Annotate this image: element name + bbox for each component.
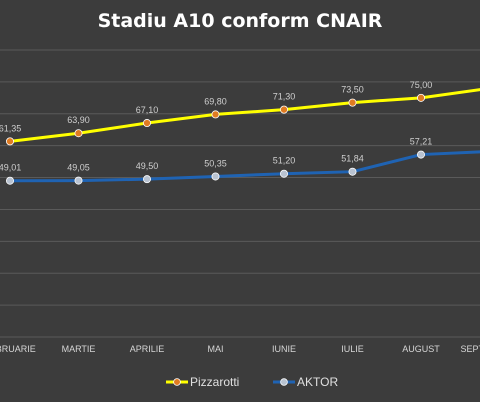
legend-item-1: AKTOR (273, 375, 338, 389)
data-point (6, 137, 14, 146)
x-tick-label: IULIE (341, 344, 364, 354)
data-label: 49,01 (0, 163, 21, 173)
x-tick-label: MAI (207, 344, 223, 354)
x-tick-label: MARTIE (62, 344, 96, 354)
data-label: 63,90 (67, 115, 90, 125)
data-label: 69,80 (204, 96, 227, 106)
data-label: 67,10 (136, 105, 159, 115)
series-1: 49,01 49,05 49,50 50,35 51,20 51,84 57,21 (0, 137, 480, 185)
data-label: 51,84 (341, 154, 364, 164)
data-point (211, 172, 220, 181)
data-point (416, 93, 425, 102)
data-label: 61,35 (0, 123, 21, 133)
data-label: 73,50 (341, 85, 364, 95)
data-label: 49,05 (67, 163, 90, 173)
gridlines (0, 49, 480, 338)
x-tick-label: FEBRUARIE (0, 344, 36, 354)
data-label: 51,20 (273, 156, 296, 166)
data-label: 50,35 (204, 158, 227, 168)
chart-title: Stadiu A10 conform CNAIR (98, 10, 383, 32)
data-point (416, 150, 425, 159)
x-tick-label: AUGUST (402, 344, 440, 354)
data-point (279, 169, 288, 178)
data-point (348, 98, 357, 107)
x-axis-ticks: FEBRUARIE MARTIE APRILIE MAI IUNIE IULIE AUGUS… (0, 344, 480, 354)
series-0: 61,35 63,90 67,10 69,80 71,30 73,50 75,00 (0, 80, 480, 146)
series-layer: 61,35 63,90 67,10 69,80 71,30 73,50 75,00 49,01… (0, 80, 480, 185)
data-label: 57,21 (410, 137, 433, 147)
data-point (6, 176, 14, 185)
legend-item-0: Pizzarotti (166, 375, 239, 389)
legend-label: AKTOR (297, 375, 338, 389)
x-tick-label: IUNIE (272, 344, 296, 354)
data-point (74, 176, 83, 185)
series-line (9, 88, 480, 143)
data-point (348, 167, 357, 176)
data-point (142, 119, 151, 128)
data-point (142, 175, 151, 184)
data-label: 75,00 (410, 80, 433, 90)
legend-label: Pizzarotti (190, 375, 239, 389)
data-point (211, 110, 220, 119)
legend: Pizzarotti AKTOR (166, 375, 338, 389)
data-label: 49,50 (136, 161, 159, 171)
legend-swatch-marker (173, 378, 181, 386)
series-line (9, 150, 480, 183)
x-tick-label: APRILIE (130, 344, 165, 354)
x-tick-label: SEPTEMBRIE (460, 344, 480, 354)
data-point (74, 129, 83, 138)
data-point (279, 105, 288, 114)
data-label: 71,30 (273, 92, 296, 102)
legend-swatch-marker (280, 378, 288, 386)
